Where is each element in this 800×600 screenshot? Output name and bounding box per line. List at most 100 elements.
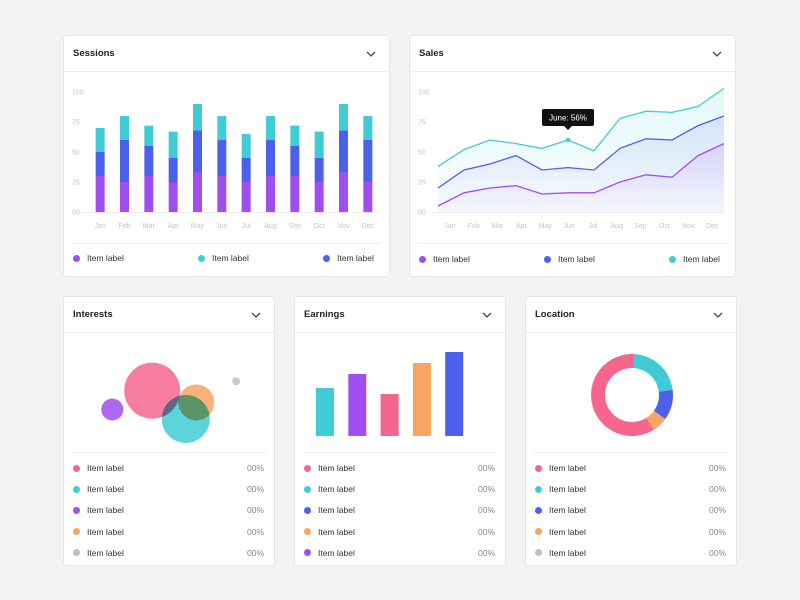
legend-item: Item label: [198, 252, 249, 264]
bar-segment: [95, 128, 105, 152]
legend-dot: [73, 506, 80, 514]
interests-card: Interests Item label 00% Item label 00% Item…: [63, 296, 275, 566]
sales-header: Sales: [410, 36, 735, 72]
list-item-value: 00%: [708, 484, 726, 495]
tooltip-text: June: 56%: [549, 114, 587, 123]
x-tick-label: Dec: [706, 223, 719, 230]
x-tick-label: Oct: [659, 223, 670, 230]
tooltip-arrow: [564, 126, 572, 130]
legend-label: Item label: [212, 253, 249, 263]
highlight-point: [565, 137, 571, 143]
location-list: Item label 00% Item label 00% Item label 00% I…: [535, 462, 726, 562]
legend-dot: [304, 464, 311, 472]
list-item: Item label 00%: [73, 526, 264, 538]
bubble: [161, 394, 210, 443]
bar: [316, 388, 334, 436]
bar-segment: [290, 176, 300, 212]
x-tick-label: Nov: [337, 223, 350, 230]
list-item-label: Item label: [87, 547, 124, 558]
divider: [534, 452, 728, 453]
bar-segment: [217, 116, 227, 140]
bar: [445, 352, 464, 436]
series-line: [437, 143, 725, 207]
list-item: Item label 00%: [535, 526, 726, 538]
y-tick-label: 75: [418, 120, 426, 127]
bubble: [124, 362, 181, 419]
list-item-label: Item label: [318, 526, 355, 537]
chevron-down-icon[interactable]: [712, 309, 724, 321]
bar-segment: [241, 182, 251, 212]
x-tick-label: Jul: [588, 223, 597, 230]
list-item-label: Item label: [318, 484, 355, 495]
bar-segment: [168, 182, 178, 212]
x-tick-label: Sep: [634, 223, 647, 230]
y-tick-label: 75: [72, 120, 80, 127]
bar-segment: [168, 131, 178, 158]
legend-dot: [535, 549, 542, 557]
pie-slice: [646, 410, 666, 430]
interests-header: Interests: [64, 297, 274, 333]
list-item: Item label 00%: [535, 504, 726, 516]
legend-dot: [73, 464, 80, 472]
x-tick-label: Jul: [242, 223, 251, 230]
list-item: Item label 00%: [73, 483, 264, 495]
list-item-label: Item label: [318, 463, 355, 473]
divider: [72, 243, 381, 244]
series-line: [437, 115, 725, 189]
bar-segment: [217, 176, 227, 212]
bar-segment: [290, 146, 300, 176]
chevron-down-icon[interactable]: [711, 48, 723, 60]
x-tick-label: Mar: [492, 223, 505, 230]
list-item: Item label 00%: [304, 547, 495, 559]
bar-segment: [144, 146, 154, 176]
bar-segment: [193, 172, 202, 212]
interests-chart: [101, 362, 241, 443]
legend-item: Item label: [323, 252, 374, 264]
list-item-label: Item label: [87, 526, 124, 537]
bar-segment: [193, 104, 202, 131]
y-tick-label: 100: [72, 90, 84, 97]
x-tick-label: Nov: [682, 223, 695, 230]
sessions-header: Sessions: [64, 36, 389, 72]
legend-label: Item label: [558, 254, 595, 264]
bar-segment: [363, 182, 373, 212]
x-tick-label: Apr: [516, 223, 528, 230]
y-tick-label: 25: [418, 180, 426, 187]
x-tick-label: Jan: [444, 223, 455, 230]
divider: [72, 452, 266, 453]
interests-title: Interests: [73, 309, 113, 320]
list-item: Item label 00%: [535, 483, 726, 495]
series-line: [437, 87, 725, 167]
x-tick-label: Sep: [289, 223, 302, 230]
bar-segment: [120, 116, 129, 140]
location-card: Location Item label 00% Item label 00% Item …: [525, 296, 737, 566]
bar-segment: [144, 125, 154, 146]
bar-segment: [168, 158, 178, 182]
bar-segment: [266, 140, 275, 176]
bar-segment: [241, 158, 251, 182]
chevron-down-icon[interactable]: [250, 309, 262, 321]
list-item-value: 00%: [477, 505, 495, 516]
list-item-value: 00%: [246, 505, 264, 516]
list-item-value: 00%: [708, 505, 726, 516]
x-tick-label: Oct: [314, 223, 325, 230]
bar-segment: [241, 134, 251, 158]
bar-segment: [314, 131, 324, 158]
bar-segment: [290, 125, 300, 146]
list-item-label: Item label: [549, 547, 586, 558]
divider: [418, 243, 727, 244]
list-item-value: 00%: [246, 463, 264, 473]
list-item: Item label 00%: [304, 462, 495, 474]
x-tick-label: Apr: [168, 223, 180, 230]
chevron-down-icon[interactable]: [365, 48, 377, 60]
y-tick-label: 50: [72, 150, 80, 157]
x-tick-label: May: [539, 223, 553, 230]
chevron-down-icon[interactable]: [481, 309, 493, 321]
list-item: Item label 00%: [73, 547, 264, 559]
legend-dot: [544, 255, 551, 263]
list-item-label: Item label: [549, 463, 586, 473]
list-item-label: Item label: [87, 463, 124, 473]
list-item: Item label 00%: [535, 462, 726, 474]
earnings-card: Earnings Item label 00% Item label 00% Item …: [294, 296, 506, 566]
earnings-list: Item label 00% Item label 00% Item label 00% I…: [304, 462, 495, 562]
